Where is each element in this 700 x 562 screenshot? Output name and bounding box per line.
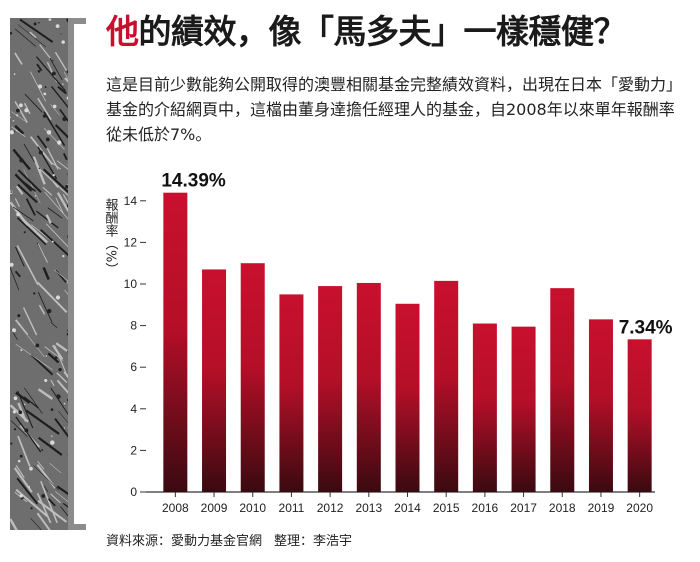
data-label-2008: 14.39% (161, 171, 226, 192)
headline: 他的績效，像「馬多夫」一樣穩健？ (106, 10, 696, 54)
bar-2010 (240, 263, 265, 492)
bar-2018 (550, 288, 575, 492)
x-tick-label: 2008 (162, 501, 189, 515)
editor-credit: 整理：李浩宇 (274, 534, 353, 549)
y-tick-label: 4 (130, 402, 137, 416)
bar-2011 (279, 294, 304, 492)
x-tick-label: 2015 (433, 501, 460, 515)
x-tick-label: 2010 (239, 501, 266, 515)
y-tick-label: 8 (130, 319, 137, 333)
bar-2012 (318, 286, 343, 492)
x-tick-label: 2012 (317, 501, 344, 515)
x-tick-label: 2013 (355, 501, 382, 515)
y-axis-label: 報酬率（%） (103, 198, 119, 275)
x-tick-label: 2020 (626, 501, 653, 515)
headline-rest: 的績效，像「馬多夫」一樣穩健？ (138, 12, 627, 51)
y-tick-label: 0 (130, 485, 137, 499)
source-line: 資料來源：愛動力基金官網 整理：李浩宇 (106, 530, 364, 549)
x-tick-label: 2019 (588, 501, 615, 515)
bar-2016 (472, 323, 497, 492)
x-tick-label: 2018 (549, 501, 576, 515)
data-source: 資料來源：愛動力基金官網 (106, 534, 263, 549)
bar-2019 (588, 319, 613, 492)
y-tick-label: 10 (124, 277, 138, 291)
grunge-texture-strip (10, 18, 70, 530)
x-tick-label: 2016 (472, 501, 499, 515)
y-tick-label: 6 (130, 360, 137, 374)
data-label-2020: 7.34% (619, 317, 673, 338)
bar-2017 (511, 326, 536, 492)
y-tick-label: 12 (124, 235, 138, 249)
bar-2008 (163, 192, 188, 493)
y-tick-label: 2 (130, 443, 137, 457)
x-tick-label: 2017 (510, 501, 537, 515)
bar-2009 (202, 269, 227, 492)
x-tick-label: 2014 (394, 501, 421, 515)
y-tick-label: 14 (124, 194, 138, 208)
bar-2015 (434, 280, 459, 492)
x-tick-label: 2009 (201, 501, 228, 515)
bar-2013 (356, 282, 381, 492)
bar-2014 (395, 303, 420, 492)
bar-2020 (627, 339, 652, 492)
x-tick-label: 2011 (279, 501, 305, 515)
intro-paragraph: 這是目前少數能夠公開取得的澳豐相關基金完整績效資料，出現在日本「愛動力」基金的介… (106, 75, 675, 144)
left-bracket-decoration (68, 18, 86, 530)
headline-accent: 他 (106, 12, 139, 51)
